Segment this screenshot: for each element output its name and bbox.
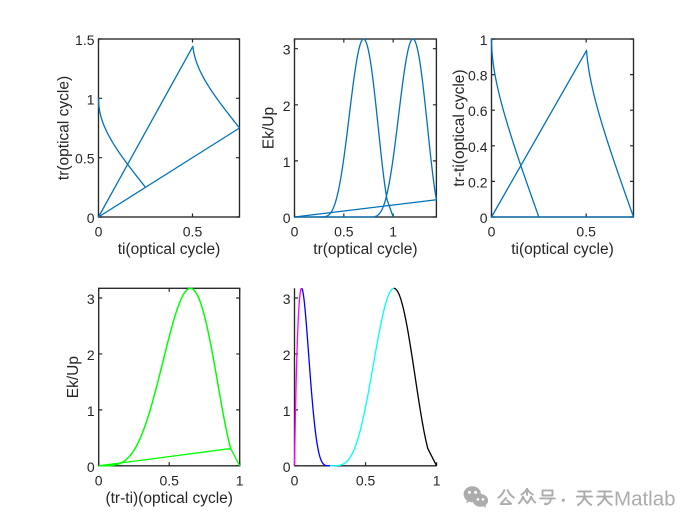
svg-text:0: 0 [95,472,103,488]
svg-text:0: 0 [95,224,103,240]
svg-text:0.8: 0.8 [468,68,488,84]
svg-text:Ek/Up: Ek/Up [261,107,278,149]
svg-text:1: 1 [389,224,397,240]
svg-text:0: 0 [488,224,496,240]
svg-text:1: 1 [236,472,244,488]
svg-text:0.5: 0.5 [159,472,179,488]
svg-text:0: 0 [480,210,488,226]
svg-text:0.2: 0.2 [468,174,488,190]
svg-text:3: 3 [283,291,291,307]
svg-text:1: 1 [480,32,488,48]
svg-text:3: 3 [283,42,291,58]
svg-text:2: 2 [283,98,291,114]
svg-text:1: 1 [87,91,95,107]
svg-text:ti(optical cycle): ti(optical cycle) [118,241,221,258]
svg-text:2: 2 [283,347,291,363]
svg-text:1.5: 1.5 [75,32,95,48]
svg-text:ti(optical cycle): ti(optical cycle) [511,241,614,258]
svg-text:3: 3 [87,291,95,307]
svg-text:0: 0 [291,224,299,240]
svg-text:2: 2 [87,347,95,363]
svg-text:0.5: 0.5 [75,151,95,167]
svg-text:0: 0 [87,210,95,226]
svg-text:tr(optical cycle): tr(optical cycle) [56,76,73,180]
svg-text:1: 1 [283,154,291,170]
svg-text:0.5: 0.5 [183,224,203,240]
svg-text:1: 1 [283,403,291,419]
svg-text:Ek/Up: Ek/Up [65,356,82,398]
svg-text:0: 0 [87,459,95,475]
svg-text:0: 0 [283,459,291,475]
svg-text:0.5: 0.5 [356,472,376,488]
svg-text:1: 1 [433,472,441,488]
svg-text:1: 1 [87,403,95,419]
svg-text:Matlab: Matlab [614,487,676,510]
svg-text:0.6: 0.6 [468,103,488,119]
svg-text:0.4: 0.4 [468,139,488,155]
svg-text:tr(optical cycle): tr(optical cycle) [313,241,417,258]
svg-text:0: 0 [291,472,299,488]
svg-text:0: 0 [283,210,291,226]
svg-text:tr-ti(optical cycle): tr-ti(optical cycle) [451,69,468,186]
svg-text:0.5: 0.5 [334,224,354,240]
svg-text:(tr-ti)(optical cycle): (tr-ti)(optical cycle) [105,490,232,507]
svg-text:0.5: 0.5 [576,224,596,240]
